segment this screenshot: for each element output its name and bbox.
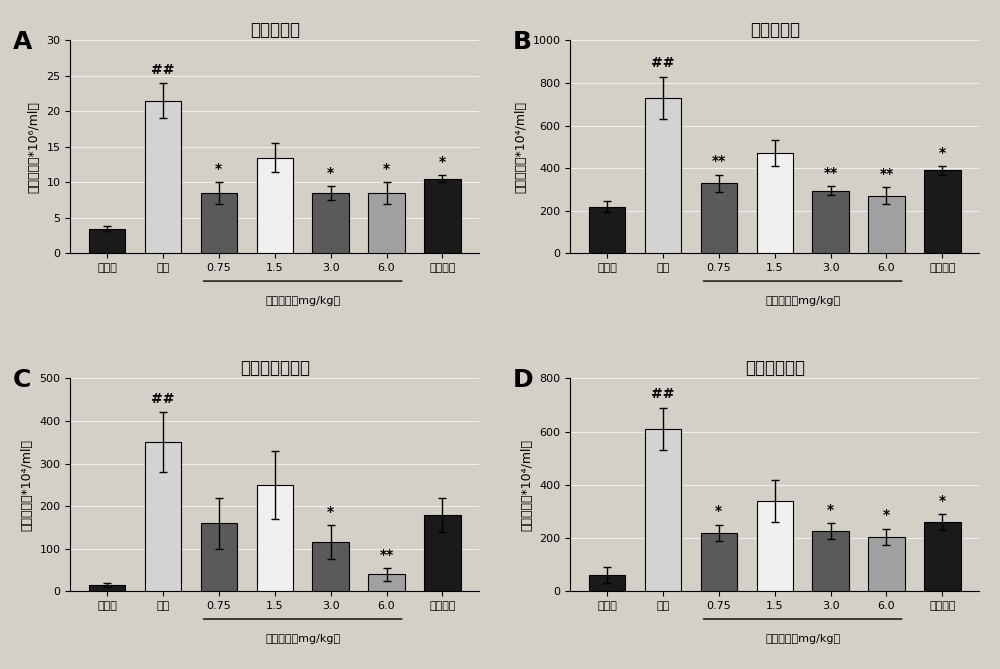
Bar: [201, 193, 237, 254]
Title: 单核细胞数: 单核细胞数: [750, 21, 800, 39]
Text: 卢帕他定（mg/kg）: 卢帕他定（mg/kg）: [265, 296, 340, 306]
Bar: [368, 574, 405, 591]
Title: 中性粒细胞数: 中性粒细胞数: [745, 359, 805, 377]
Text: B: B: [513, 29, 532, 54]
Bar: [868, 196, 905, 254]
Bar: [424, 514, 461, 591]
Y-axis label: 细胞数量（*10⁴/ml）: 细胞数量（*10⁴/ml）: [521, 439, 534, 531]
Text: D: D: [513, 368, 534, 392]
Bar: [145, 442, 181, 591]
Text: ##: ##: [651, 387, 675, 401]
Text: ##: ##: [151, 63, 175, 76]
Text: **: **: [879, 167, 894, 181]
Bar: [424, 179, 461, 254]
Text: *: *: [883, 508, 890, 522]
Text: *: *: [939, 146, 946, 160]
Bar: [312, 543, 349, 591]
Text: 卢帕他定（mg/kg）: 卢帕他定（mg/kg）: [265, 634, 340, 644]
Text: **: **: [823, 166, 838, 180]
Bar: [645, 98, 681, 254]
Y-axis label: 细胞数量（*10⁶/ml）: 细胞数量（*10⁶/ml）: [28, 101, 41, 193]
Bar: [312, 193, 349, 254]
Bar: [589, 207, 625, 254]
Bar: [645, 429, 681, 591]
Bar: [89, 229, 125, 254]
Text: *: *: [215, 162, 222, 176]
Text: *: *: [327, 165, 334, 179]
Bar: [368, 193, 405, 254]
Bar: [757, 153, 793, 254]
Bar: [701, 183, 737, 254]
Bar: [924, 522, 961, 591]
Text: ##: ##: [151, 392, 175, 406]
Bar: [257, 485, 293, 591]
Text: *: *: [383, 162, 390, 176]
Text: *: *: [715, 504, 722, 518]
Y-axis label: 细胞数量（*10⁴/ml）: 细胞数量（*10⁴/ml）: [21, 439, 34, 531]
Bar: [812, 531, 849, 591]
Text: 卢帕他定（mg/kg）: 卢帕他定（mg/kg）: [765, 634, 840, 644]
Bar: [924, 171, 961, 254]
Bar: [757, 501, 793, 591]
Text: A: A: [13, 29, 32, 54]
Bar: [868, 537, 905, 591]
Text: *: *: [439, 155, 446, 169]
Text: ##: ##: [651, 56, 675, 70]
Text: *: *: [827, 503, 834, 517]
Bar: [812, 191, 849, 254]
Text: *: *: [327, 505, 334, 519]
Text: C: C: [13, 368, 31, 392]
Title: 嗜碱性粒细胞数: 嗜碱性粒细胞数: [240, 359, 310, 377]
Y-axis label: 细胞数量（*10⁴/ml）: 细胞数量（*10⁴/ml）: [514, 101, 527, 193]
Bar: [589, 575, 625, 591]
Bar: [89, 585, 125, 591]
Text: **: **: [379, 547, 394, 561]
Text: **: **: [712, 154, 726, 168]
Bar: [145, 101, 181, 254]
Text: *: *: [939, 494, 946, 508]
Bar: [257, 157, 293, 254]
Bar: [201, 523, 237, 591]
Bar: [701, 533, 737, 591]
Text: 卢帕他定（mg/kg）: 卢帕他定（mg/kg）: [765, 296, 840, 306]
Title: 总白细胞数: 总白细胞数: [250, 21, 300, 39]
